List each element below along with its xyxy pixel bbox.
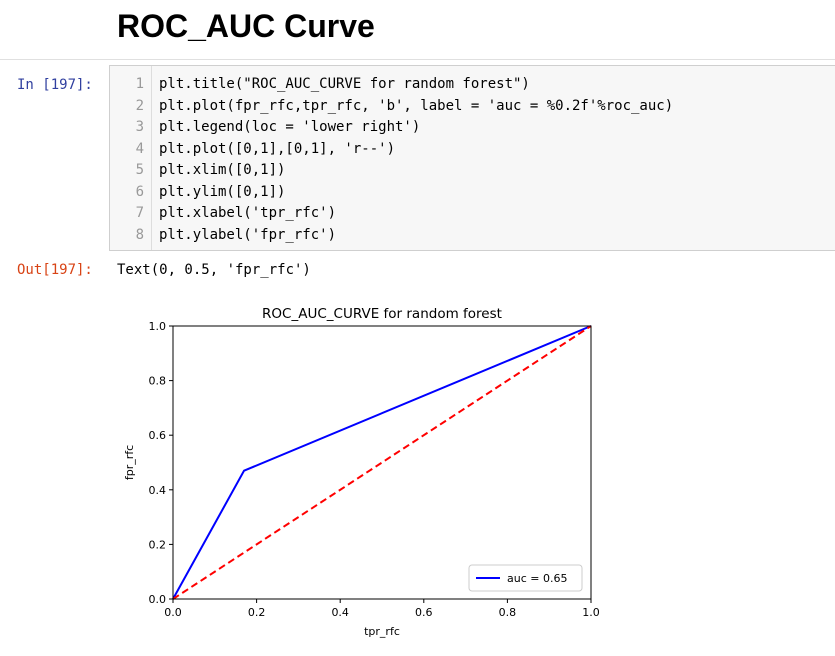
line-number: 6 [135,183,144,200]
line-number: 2 [135,97,144,114]
code-text: plt.ylabel('fpr_rfc') [159,226,337,243]
code-text: plt.xlim([0,1]) [159,162,286,178]
y-tick-label: 1.0 [149,320,167,333]
x-tick-label: 1.0 [582,606,600,619]
code-text: plt.legend(loc = 'lower right') [159,119,421,135]
line-number-gutter [110,66,152,250]
roc-chart: ROC_AUC_CURVE for random forest 0.0 0.2 0.4… [123,306,600,638]
line-number: 5 [135,162,144,178]
x-axis-label: tpr_rfc [364,625,400,638]
y-tick-label: 0.8 [149,375,167,388]
y-tick-label: 0.2 [149,538,167,551]
legend-label: auc = 0.65 [507,572,567,585]
y-axis-label: fpr_rfc [123,445,136,480]
legend-box [468,564,583,592]
input-prompt: In [197]: [17,77,93,93]
line-number: 3 [135,119,144,135]
x-tick-label: 0.2 [248,606,266,619]
x-tick-label: 0.4 [331,606,349,619]
code-text: plt.plot(fpr_rfc,tpr_rfc, 'b', label = '… [159,97,674,114]
x-tick-label: 0.8 [499,606,517,619]
line-number: 8 [135,226,144,243]
x-tick-label: 0.0 [164,606,182,619]
code-text: plt.ylim([0,1]) [159,183,286,200]
plot-frame [172,325,592,600]
output-prompt: Out[197]: [17,262,93,278]
x-tick-label: 0.6 [415,606,433,619]
roc-curve-line [172,325,592,600]
output-text: Text(0, 0.5, 'fpr_rfc') [117,262,311,278]
code-text: plt.title("ROC_AUC_CURVE for random fore… [159,76,530,92]
code-text: plt.plot([0,1],[0,1], 'r--') [159,140,396,157]
heading-divider [0,59,835,60]
diagonal-reference-line [172,325,592,600]
line-number: 1 [135,76,144,92]
code-cell-editor[interactable]: 1 plt.title("ROC_AUC_CURVE for random for… [109,65,835,251]
y-tick-label: 0.0 [149,593,167,606]
y-tick-label: 0.6 [149,429,167,442]
code-text: plt.xlabel('tpr_rfc') [159,205,337,221]
line-number: 4 [135,140,144,157]
section-heading: ROC_AUC Curve [117,8,375,44]
chart-title: ROC_AUC_CURVE for random forest [262,306,502,322]
y-tick-label: 0.4 [149,484,167,497]
line-number: 7 [135,205,144,221]
